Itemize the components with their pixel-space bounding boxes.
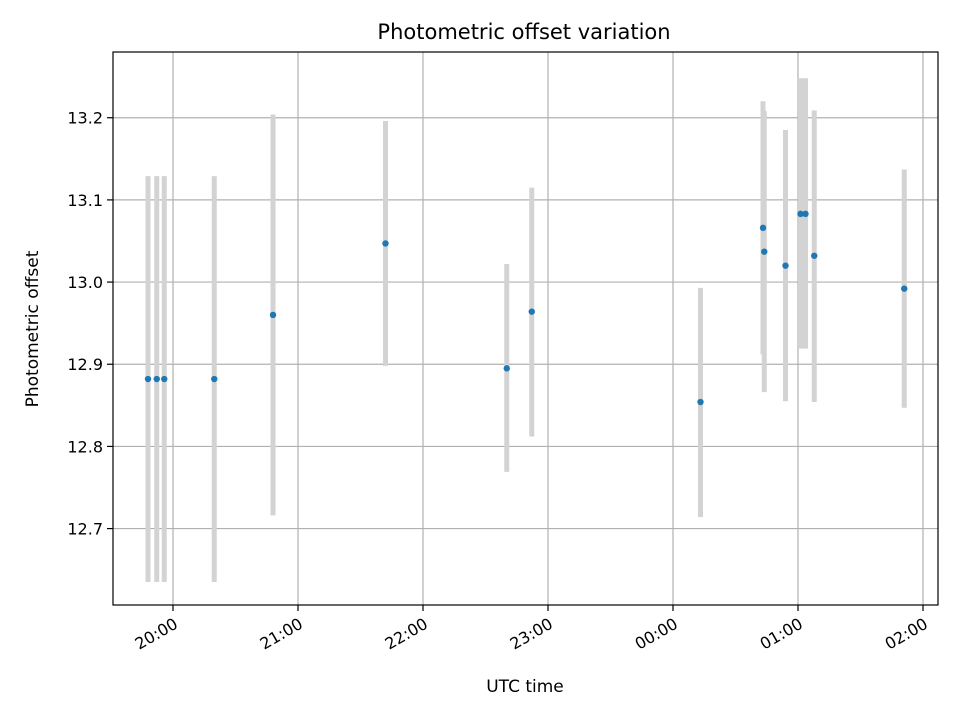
error-bars	[145, 78, 907, 582]
data-point	[697, 398, 704, 406]
plot-frame	[112, 51, 939, 606]
x-tick-label: 22:00	[382, 614, 431, 654]
x-axis-ticks: 20:00 21:00 22:00 23:00 00:00 01:00 02:00	[132, 605, 931, 654]
data-point	[269, 311, 277, 319]
x-tick-label: 02:00	[882, 614, 931, 654]
x-tick-label: 01:00	[757, 614, 806, 654]
data-point	[761, 248, 768, 255]
data-point	[811, 252, 818, 259]
y-tick-label: 12.8	[67, 437, 103, 456]
data-point	[382, 240, 389, 247]
y-tick-label: 13.2	[67, 109, 103, 128]
chart-title: Photometric offset variation	[377, 20, 670, 44]
data-points	[144, 210, 908, 406]
y-tick-label: 12.7	[67, 520, 103, 539]
x-axis-label: UTC time	[486, 677, 564, 697]
y-axis-ticks: 12.7 12.8 12.9 13.0 13.1 13.2	[67, 109, 113, 539]
data-point	[802, 210, 809, 218]
y-tick-label: 12.9	[67, 355, 103, 374]
data-point	[797, 210, 804, 218]
data-point	[782, 262, 789, 269]
y-tick-label: 13.0	[67, 273, 103, 292]
data-point	[144, 375, 152, 383]
data-point	[901, 285, 908, 292]
x-tick-label: 21:00	[257, 614, 306, 654]
y-tick-label: 13.1	[67, 191, 103, 210]
data-point	[161, 375, 168, 383]
x-tick-label: 20:00	[132, 614, 181, 654]
y-axis-label: Photometric offset	[23, 250, 43, 407]
data-point	[153, 375, 160, 383]
data-point	[211, 375, 218, 383]
data-point	[503, 365, 510, 372]
data-point	[528, 308, 535, 315]
data-point	[759, 224, 767, 232]
x-tick-label: 00:00	[632, 614, 681, 654]
x-tick-label: 23:00	[507, 614, 556, 654]
